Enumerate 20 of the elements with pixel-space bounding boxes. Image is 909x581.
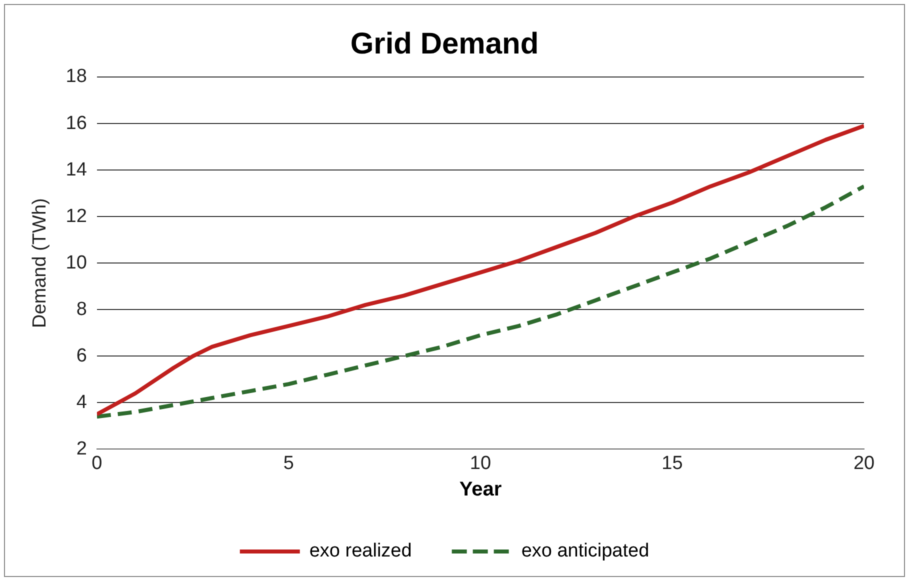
y-tick-label: 8 [76,298,87,320]
x-tick-label: 5 [283,452,294,474]
x-axis-title: Year [459,478,502,501]
y-tick-label: 2 [76,438,87,460]
line-series [96,184,864,419]
y-tick-label: 14 [66,159,88,180]
legend-label: exo realized [309,540,412,562]
y-tick-label: 10 [66,252,87,274]
y-tick-label: 6 [76,345,87,366]
legend-label: exo anticipated [521,540,650,562]
x-tick-label: 0 [92,452,102,474]
y-tick-label: 4 [76,392,88,413]
x-tick-label: 20 [853,452,875,474]
chart-title: Grid Demand [350,27,539,60]
x-tick-label: 10 [470,452,492,474]
y-tick-label: 12 [66,206,87,227]
y-tick-label: 16 [66,112,87,134]
y-axis-title: Demand (TWh) [30,198,51,328]
y-tick-label: 18 [66,66,87,88]
x-tick-label: 15 [662,452,683,474]
